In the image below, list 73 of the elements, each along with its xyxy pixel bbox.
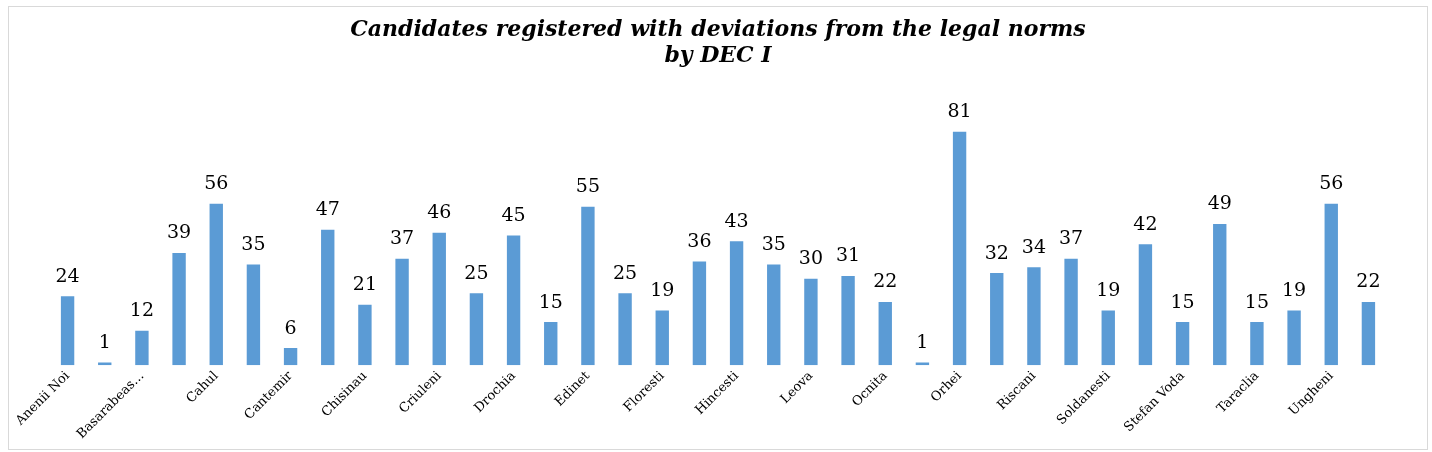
data-label: 15 xyxy=(1170,289,1195,312)
data-label: 25 xyxy=(612,260,638,283)
data-label: 47 xyxy=(315,197,340,220)
data-label: 31 xyxy=(835,243,861,266)
data-label: 30 xyxy=(798,246,824,269)
data-label: 39 xyxy=(166,220,192,243)
bar xyxy=(915,362,930,366)
bar xyxy=(1027,267,1041,366)
bar xyxy=(321,229,335,366)
data-label: 1 xyxy=(916,329,929,352)
data-label: 46 xyxy=(427,200,452,223)
bar xyxy=(283,348,298,366)
bar xyxy=(506,235,521,366)
data-label: 19 xyxy=(1281,278,1307,301)
bar xyxy=(358,304,372,366)
bar xyxy=(1138,244,1153,366)
data-label: 22 xyxy=(873,269,898,292)
bar xyxy=(544,322,558,366)
bar xyxy=(432,232,446,366)
bar xyxy=(1324,203,1338,366)
data-label: 56 xyxy=(1319,171,1344,194)
data-label: 42 xyxy=(1133,211,1158,234)
bar xyxy=(767,264,781,366)
bar xyxy=(1175,322,1190,366)
data-label: 24 xyxy=(55,263,80,286)
bar xyxy=(729,241,744,366)
data-label: 37 xyxy=(1058,226,1084,249)
bar xyxy=(692,261,707,366)
bar xyxy=(1213,224,1227,366)
data-label: 35 xyxy=(241,231,266,254)
data-label: 81 xyxy=(947,99,972,122)
data-label: 19 xyxy=(1096,278,1121,301)
bar xyxy=(135,330,149,366)
bar xyxy=(1361,301,1376,366)
data-label: 36 xyxy=(687,228,712,251)
bar xyxy=(1101,310,1115,366)
bar xyxy=(1064,258,1078,366)
bar xyxy=(952,131,967,366)
bar xyxy=(246,264,261,366)
data-label: 45 xyxy=(501,203,526,226)
bar xyxy=(618,293,632,366)
bar xyxy=(60,296,75,366)
data-label: 25 xyxy=(464,260,489,283)
bar xyxy=(172,252,186,366)
bar xyxy=(1287,310,1301,366)
data-label: 35 xyxy=(761,231,786,254)
data-label: 21 xyxy=(352,272,378,295)
bar xyxy=(655,310,669,366)
bar xyxy=(98,362,112,366)
bar xyxy=(209,203,223,366)
bar xyxy=(990,273,1004,366)
bar xyxy=(469,293,484,366)
bar xyxy=(878,301,892,366)
data-label: 43 xyxy=(724,208,749,231)
data-label: 15 xyxy=(1244,289,1270,312)
data-label: 32 xyxy=(984,240,1009,263)
data-label: 19 xyxy=(650,278,675,301)
bar xyxy=(581,206,595,366)
data-label: 15 xyxy=(538,289,563,312)
data-label: 37 xyxy=(389,226,415,249)
bar xyxy=(804,278,818,366)
data-label: 49 xyxy=(1207,191,1232,214)
data-label: 6 xyxy=(284,315,297,338)
data-label: 1 xyxy=(98,329,111,352)
bar xyxy=(841,275,855,366)
bar xyxy=(395,258,409,366)
bar xyxy=(1250,322,1264,366)
data-label: 56 xyxy=(204,171,229,194)
data-label: 12 xyxy=(129,298,155,321)
chart-title: Candidates registered with deviations from the legal norms by DEC I xyxy=(350,14,1086,68)
data-label: 55 xyxy=(575,174,601,197)
data-label: 22 xyxy=(1356,269,1381,292)
data-label: 34 xyxy=(1021,234,1047,257)
